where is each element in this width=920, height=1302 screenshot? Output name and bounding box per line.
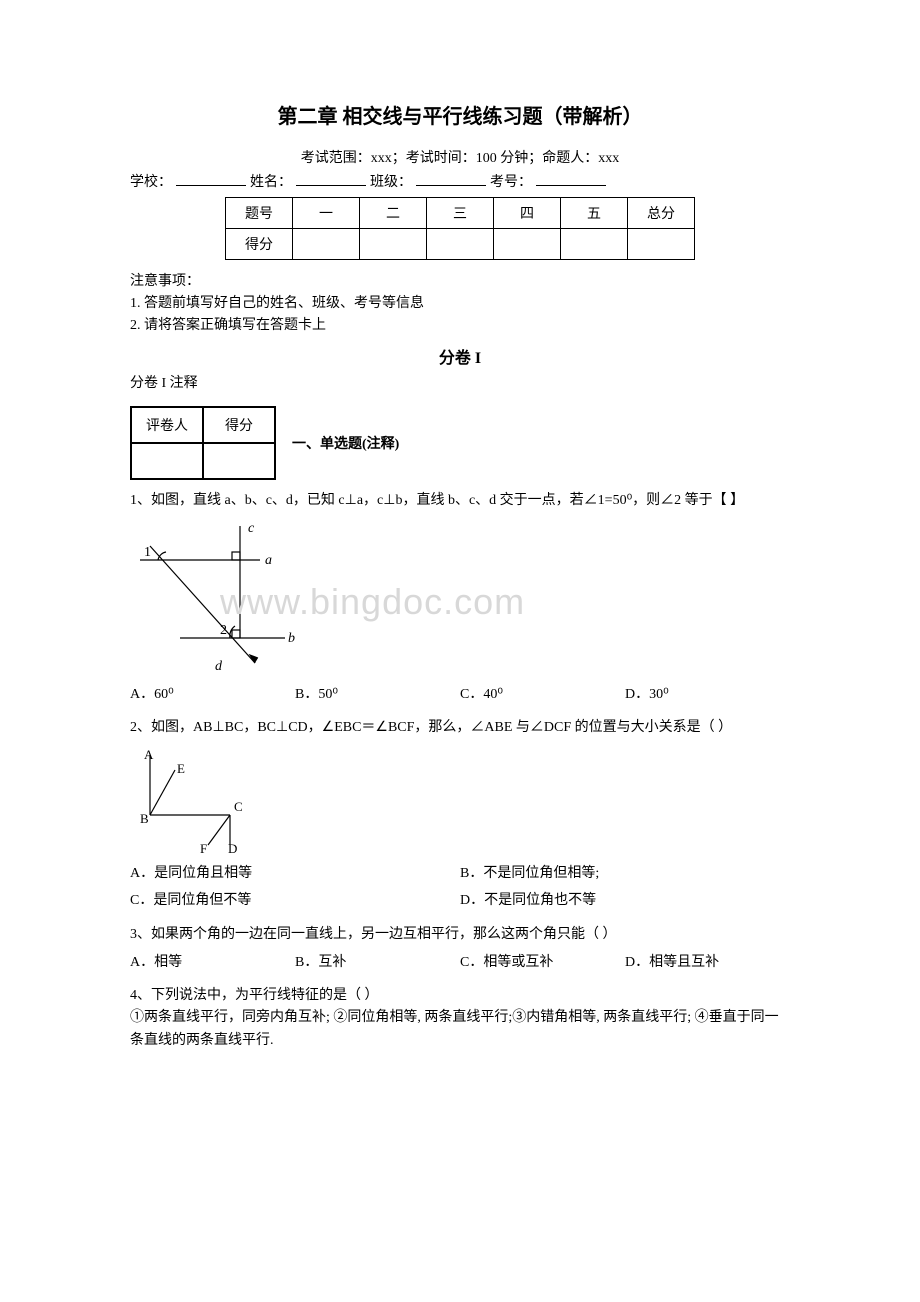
- q3-text: 3、如果两个角的一边在同一直线上，另一边互相平行，那么这两个角只能（ ）: [130, 924, 790, 946]
- score-header-6: 总分: [628, 198, 695, 229]
- q1-label-ang2: 2: [220, 623, 227, 638]
- q1-options: A．60⁰ B．50⁰ C．40⁰ D．30⁰: [130, 684, 790, 706]
- score-header-1: 一: [293, 198, 360, 229]
- notes-line2: 2. 请将答案正确填写在答题卡上: [130, 314, 790, 334]
- q1-optA: A．60⁰: [130, 684, 295, 706]
- q2-svg: A E B C F D: [130, 745, 280, 855]
- q1-label-a: a: [265, 553, 272, 568]
- q1-text: 1、如图，直线 a、b、c、d，已知 c⊥a，c⊥b，直线 b、c、d 交于一点…: [130, 490, 790, 512]
- q3-optB: B．互补: [295, 952, 460, 974]
- paper-section-heading: 分卷 I: [130, 344, 790, 368]
- q1-optB: B．50⁰: [295, 684, 460, 706]
- q3-options: A．相等 B．互补 C．相等或互补 D．相等且互补: [130, 952, 790, 974]
- question-2: 2、如图，AB⊥BC，BC⊥CD，∠EBC＝∠BCF，那么，∠ABE 与∠DCF…: [130, 717, 790, 914]
- grader-blank: [131, 443, 203, 479]
- question-4: 4、下列说法中，为平行线特征的是（ ） ①两条直线平行，同旁内角互补; ②同位角…: [130, 985, 790, 1052]
- q2-label-A: A: [144, 747, 154, 762]
- score-cell: [561, 229, 628, 260]
- student-info-line: 学校： 姓名： 班级： 考号：: [130, 171, 790, 191]
- grader-table: 评卷人 得分: [130, 406, 276, 480]
- question-3: 3、如果两个角的一边在同一直线上，另一边互相平行，那么这两个角只能（ ） A．相…: [130, 924, 790, 975]
- q2-label-F: F: [200, 841, 207, 855]
- page-title: 第二章 相交线与平行线练习题（带解析）: [130, 100, 790, 129]
- q2-optB: B．不是同位角但相等;: [460, 863, 790, 885]
- paper-section-note: 分卷 I 注释: [130, 372, 790, 392]
- examno-blank: [536, 171, 606, 186]
- q3-optA: A．相等: [130, 952, 295, 974]
- q2-optC: C．是同位角但不等: [130, 890, 460, 912]
- q4-body: ①两条直线平行，同旁内角互补; ②同位角相等, 两条直线平行;③内错角相等, 两…: [130, 1007, 790, 1052]
- notes-heading: 注意事项：: [130, 270, 790, 290]
- class-blank: [416, 171, 486, 186]
- q3-optC: C．相等或互补: [460, 952, 625, 974]
- score-header-4: 四: [494, 198, 561, 229]
- q2-text: 2、如图，AB⊥BC，BC⊥CD，∠EBC＝∠BCF，那么，∠ABE 与∠DCF…: [130, 717, 790, 739]
- score-table: 题号 一 二 三 四 五 总分 得分: [225, 197, 695, 260]
- q2-label-C: C: [234, 799, 243, 814]
- q2-label-D: D: [228, 841, 237, 855]
- q4-text: 4、下列说法中，为平行线特征的是（ ）: [130, 985, 790, 1007]
- score-header-2: 二: [360, 198, 427, 229]
- score-cell: [293, 229, 360, 260]
- q1-label-ang1: 1: [144, 545, 151, 560]
- grader-col2: 得分: [203, 407, 275, 443]
- name-label: 姓名：: [250, 171, 292, 191]
- q1-svg: c a b d 1 2: [130, 518, 310, 678]
- q1-optC: C．40⁰: [460, 684, 625, 706]
- grader-row: 评卷人 得分 一、单选题(注释): [130, 406, 790, 480]
- score-row2-label: 得分: [226, 229, 293, 260]
- exam-meta: 考试范围：xxx；考试时间：100 分钟；命题人：xxx: [130, 147, 790, 167]
- score-header-5: 五: [561, 198, 628, 229]
- q3-optD: D．相等且互补: [625, 952, 790, 974]
- q1-figure: www.bingdoc.com: [130, 518, 790, 678]
- score-cell: [427, 229, 494, 260]
- q2-optA: A．是同位角且相等: [130, 863, 460, 885]
- class-label: 班级：: [370, 171, 412, 191]
- examno-label: 考号：: [490, 171, 532, 191]
- q2-label-B: B: [140, 811, 149, 826]
- q2-optD: D．不是同位角也不等: [460, 890, 790, 912]
- q2-figure: A E B C F D: [130, 745, 790, 855]
- q1-label-b: b: [288, 631, 295, 646]
- q2-options: A．是同位角且相等 B．不是同位角但相等; C．是同位角但不等 D．不是同位角也…: [130, 861, 790, 914]
- school-blank: [176, 171, 246, 186]
- q2-label-E: E: [177, 761, 185, 776]
- q1-label-c: c: [248, 521, 255, 536]
- notes-line1: 1. 答题前填写好自己的姓名、班级、考号等信息: [130, 292, 790, 312]
- school-label: 学校：: [130, 171, 172, 191]
- q1-optD: D．30⁰: [625, 684, 790, 706]
- score-cell: [628, 229, 695, 260]
- score-header-3: 三: [427, 198, 494, 229]
- score-cell: [360, 229, 427, 260]
- grader-col1: 评卷人: [131, 407, 203, 443]
- question-1: 1、如图，直线 a、b、c、d，已知 c⊥a，c⊥b，直线 b、c、d 交于一点…: [130, 490, 790, 707]
- part1-heading: 一、单选题(注释): [292, 433, 399, 453]
- score-cell: [494, 229, 561, 260]
- grader-blank: [203, 443, 275, 479]
- score-header-0: 题号: [226, 198, 293, 229]
- q1-label-d: d: [215, 659, 223, 674]
- name-blank: [296, 171, 366, 186]
- notes-block: 注意事项： 1. 答题前填写好自己的姓名、班级、考号等信息 2. 请将答案正确填…: [130, 270, 790, 334]
